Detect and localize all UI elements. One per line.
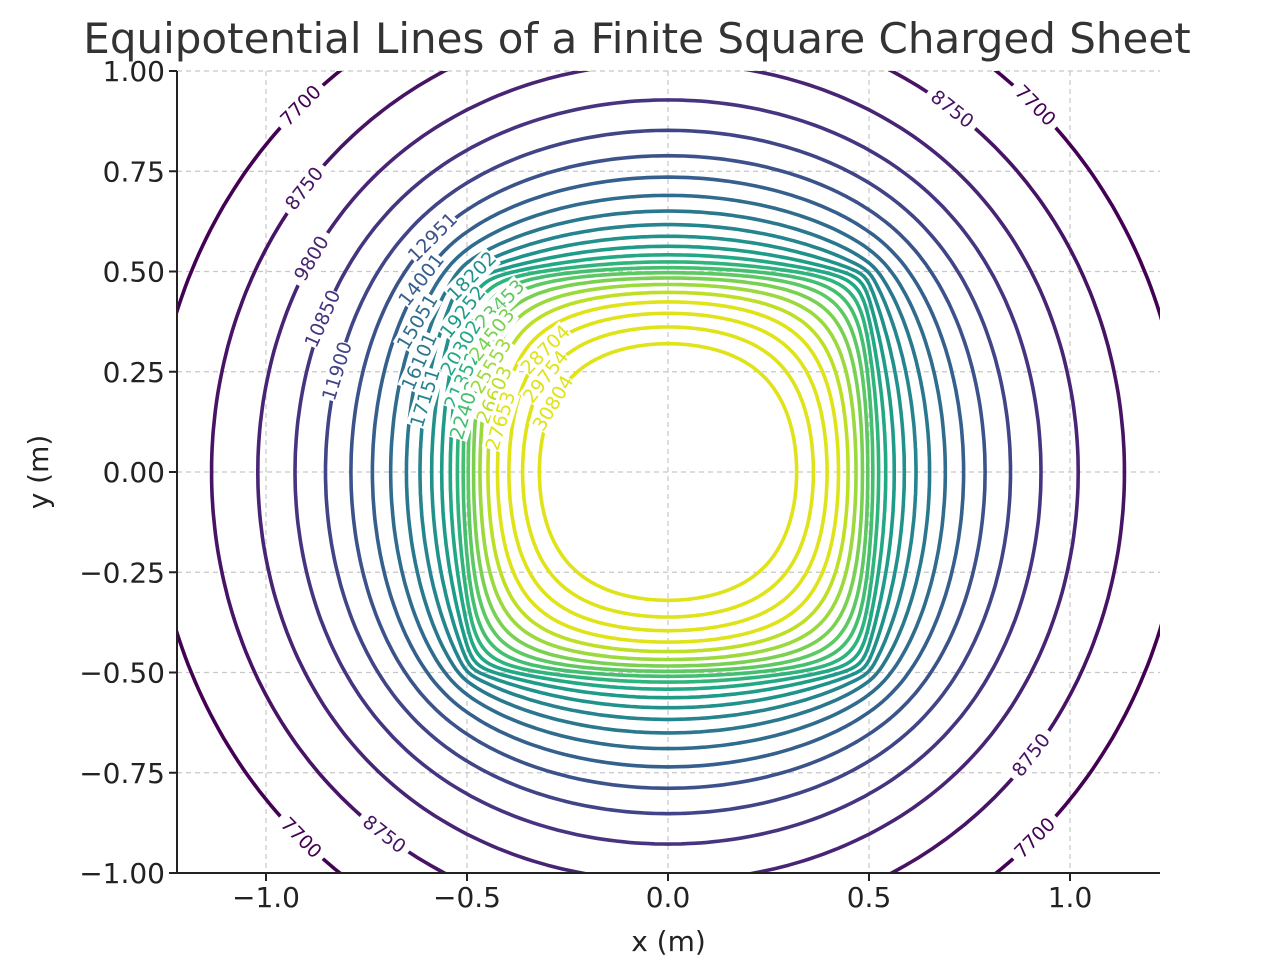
- contour-label: 9800: [290, 232, 334, 285]
- contour-line-14001: [370, 175, 966, 769]
- y-tick-label: −1.00: [79, 857, 165, 890]
- contour-label-group: 8750: [353, 807, 415, 862]
- y-tick-label: 0.25: [103, 356, 165, 389]
- contour-line-30804: [537, 341, 799, 603]
- contour-label-group: 8750: [921, 82, 983, 137]
- chart-title: Equipotential Lines of a Finite Square C…: [83, 14, 1191, 63]
- y-tick-label: 0.75: [103, 155, 165, 188]
- contour-line-24503: [471, 276, 865, 668]
- contour-line-15051: [388, 193, 948, 751]
- contour-line-16101: [404, 209, 932, 735]
- y-tick-label: 0.00: [103, 456, 165, 489]
- contour-line-25553: [478, 282, 858, 662]
- x-axis-label: x (m): [631, 925, 706, 958]
- contour-label-group: 8750: [1004, 724, 1059, 786]
- contour-line-19252: [439, 244, 897, 700]
- contour-label-group: 7700: [271, 76, 330, 135]
- contour-line-23453: [466, 270, 870, 674]
- contour-label-group: 7700: [1006, 809, 1065, 868]
- contour-line-18202: [429, 234, 907, 710]
- contour-line-17151: [418, 222, 918, 722]
- contour-line-29754: [520, 325, 816, 619]
- contour-line-20302: [448, 253, 888, 691]
- contour-line-26603: [486, 290, 850, 654]
- y-tick-label: 0.50: [103, 256, 165, 289]
- x-tick-label: 0.0: [646, 881, 691, 914]
- contour-line-28704: [507, 311, 829, 633]
- contour-line-8750: [209, 71, 1127, 873]
- y-axis-label: y (m): [22, 435, 55, 510]
- contour-lines: [177, 71, 1160, 873]
- y-tick-label: −0.75: [79, 757, 165, 790]
- contour-line-27653: [495, 300, 841, 644]
- y-tick-label: −0.25: [79, 556, 165, 589]
- contour-label-group: 9800: [286, 227, 337, 290]
- contour-label-group: 8750: [277, 158, 332, 220]
- contour-label-group: 7700: [1006, 76, 1065, 135]
- tick-labels: −1.0 −0.5 0.0 0.5 1.0 1.00 0.75 0.50 0.25 0.00 −0.…: [79, 55, 1092, 914]
- x-tick-label: 0.5: [847, 881, 892, 914]
- contour-line-21352: [455, 260, 881, 684]
- contour-line-11900: [323, 128, 1013, 816]
- contour-line-10850: [293, 98, 1043, 846]
- x-tick-label: −1.0: [232, 881, 300, 914]
- x-tick-label: −0.5: [433, 881, 501, 914]
- contour-line-12951: [349, 153, 987, 791]
- contour-line-22402: [461, 265, 875, 679]
- x-tick-label: 1.0: [1048, 881, 1093, 914]
- contour-label-group: 7700: [271, 809, 330, 868]
- y-tick-label: 1.00: [103, 55, 165, 88]
- contour-line-9800: [256, 71, 1080, 873]
- y-tick-label: −0.50: [79, 657, 165, 690]
